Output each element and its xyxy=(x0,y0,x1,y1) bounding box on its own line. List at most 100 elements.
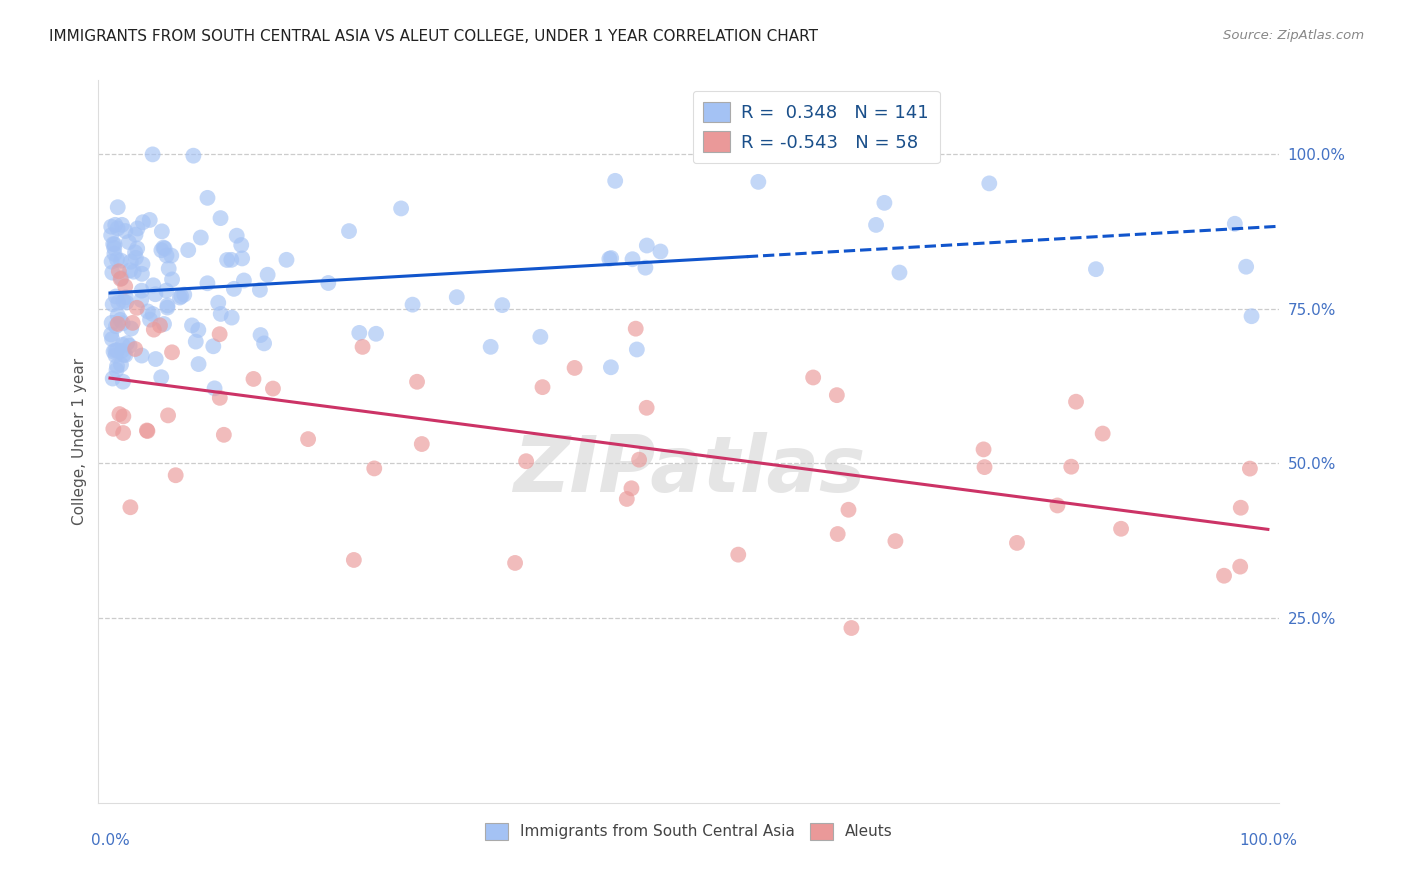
Point xyxy=(801,370,824,384)
Point xyxy=(101,332,124,346)
Point xyxy=(104,218,127,232)
Point xyxy=(131,349,153,363)
Point xyxy=(727,548,749,562)
Point xyxy=(108,407,131,421)
Point xyxy=(118,339,141,353)
Point xyxy=(197,277,219,291)
Point xyxy=(156,298,179,312)
Point xyxy=(363,461,385,475)
Point xyxy=(115,290,138,304)
Point xyxy=(142,147,165,161)
Point xyxy=(204,381,226,395)
Point xyxy=(636,238,658,252)
Point xyxy=(184,334,207,349)
Point xyxy=(156,301,179,315)
Point xyxy=(806,147,828,161)
Y-axis label: College, Under 1 year: College, Under 1 year xyxy=(72,358,87,525)
Point xyxy=(110,313,132,327)
Point xyxy=(364,326,387,341)
Point xyxy=(634,260,657,275)
Point xyxy=(636,401,658,415)
Point xyxy=(131,267,153,281)
Point xyxy=(491,298,513,312)
Point xyxy=(187,357,209,371)
Point xyxy=(160,272,183,286)
Point xyxy=(1046,499,1069,513)
Point xyxy=(153,317,176,331)
Point xyxy=(352,340,374,354)
Point xyxy=(169,291,191,305)
Point xyxy=(1223,217,1246,231)
Point xyxy=(124,245,146,260)
Point xyxy=(107,317,129,331)
Point xyxy=(873,195,896,210)
Point xyxy=(107,309,129,323)
Point xyxy=(110,358,132,372)
Point xyxy=(114,348,136,362)
Point xyxy=(118,235,141,249)
Point xyxy=(865,218,887,232)
Point xyxy=(406,375,429,389)
Point xyxy=(222,282,245,296)
Point xyxy=(221,310,243,325)
Point xyxy=(531,380,554,394)
Point xyxy=(389,202,412,216)
Point xyxy=(111,375,134,389)
Point xyxy=(143,287,166,301)
Point xyxy=(142,278,165,293)
Point xyxy=(120,321,142,335)
Point xyxy=(837,502,859,516)
Point xyxy=(529,330,551,344)
Point xyxy=(157,409,180,423)
Point xyxy=(111,316,134,330)
Point xyxy=(104,289,127,303)
Point xyxy=(183,149,205,163)
Point xyxy=(153,242,176,256)
Point xyxy=(825,388,848,402)
Point xyxy=(103,241,125,255)
Point xyxy=(232,273,254,287)
Point xyxy=(212,427,235,442)
Point xyxy=(100,228,122,243)
Text: 100.0%: 100.0% xyxy=(1239,833,1296,848)
Point xyxy=(242,372,264,386)
Point xyxy=(197,191,219,205)
Point xyxy=(209,211,232,226)
Point xyxy=(231,252,253,266)
Point xyxy=(104,343,127,358)
Point xyxy=(131,257,153,271)
Point xyxy=(138,213,160,227)
Point xyxy=(979,177,1001,191)
Point xyxy=(207,295,229,310)
Point xyxy=(165,468,187,483)
Point xyxy=(127,242,149,256)
Point xyxy=(1005,536,1028,550)
Point xyxy=(621,252,644,267)
Point xyxy=(150,243,173,257)
Point xyxy=(262,382,284,396)
Point xyxy=(650,244,672,259)
Point xyxy=(103,422,125,436)
Point xyxy=(208,391,231,405)
Point xyxy=(107,221,129,235)
Point xyxy=(104,319,127,334)
Point xyxy=(401,298,423,312)
Point xyxy=(125,251,148,265)
Point xyxy=(149,318,172,333)
Point xyxy=(190,230,212,244)
Point xyxy=(136,304,159,318)
Point xyxy=(225,228,247,243)
Point xyxy=(841,621,863,635)
Point xyxy=(100,254,122,268)
Point xyxy=(605,174,627,188)
Point xyxy=(221,252,243,267)
Point xyxy=(142,307,165,321)
Point xyxy=(100,327,122,342)
Point xyxy=(170,289,193,303)
Point xyxy=(276,252,298,267)
Point xyxy=(1213,568,1236,582)
Point xyxy=(115,336,138,351)
Point xyxy=(152,241,174,255)
Text: 0.0%: 0.0% xyxy=(90,833,129,848)
Text: ZIPatlas: ZIPatlas xyxy=(513,433,865,508)
